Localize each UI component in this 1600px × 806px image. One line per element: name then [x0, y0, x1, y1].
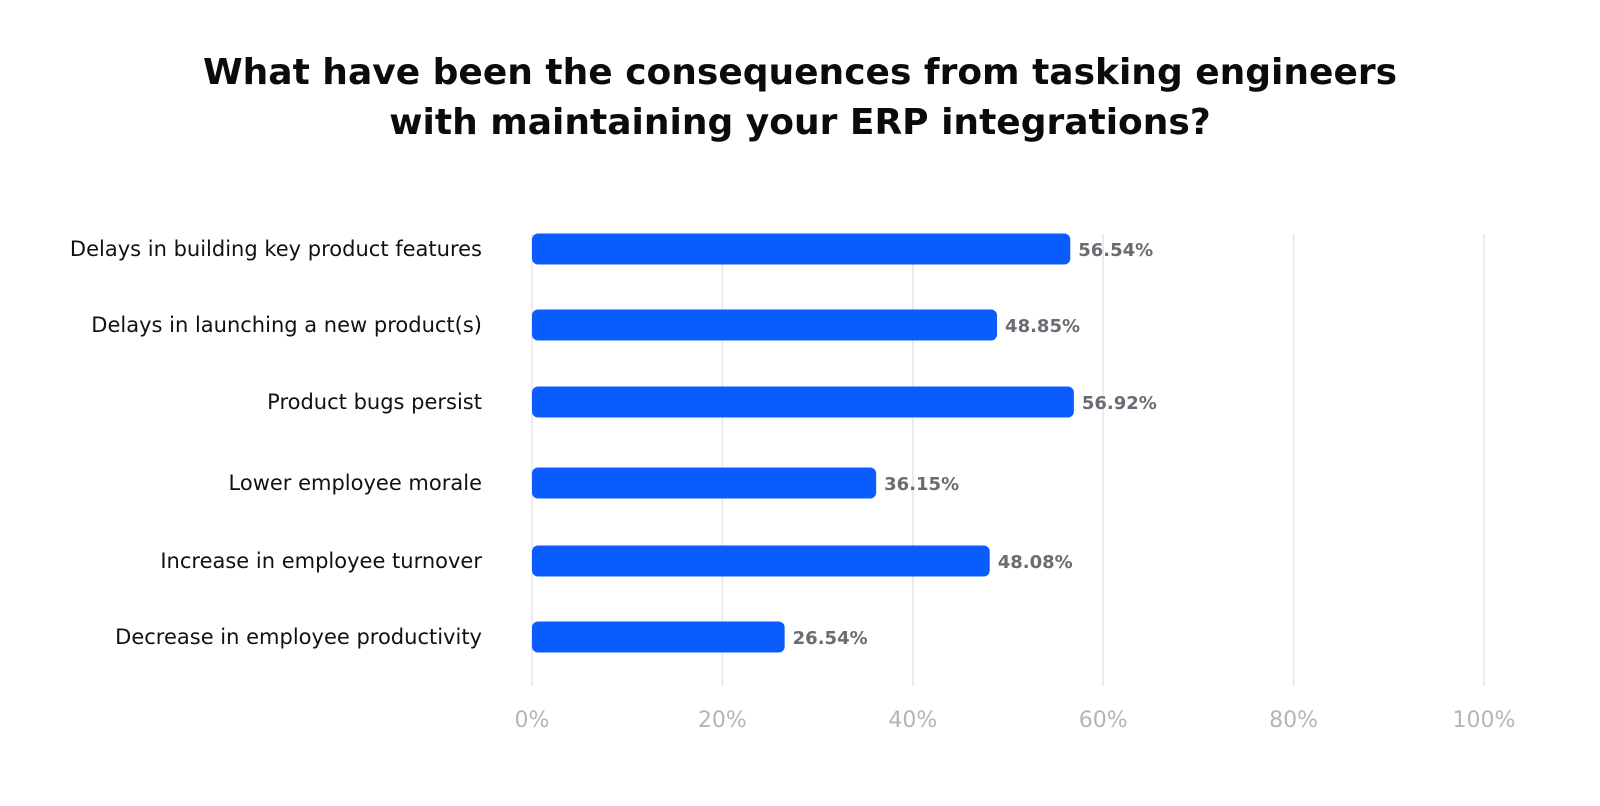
x-tick-label: 60% — [1079, 708, 1128, 733]
x-tick-label: 20% — [698, 708, 747, 733]
bar — [532, 545, 990, 577]
category-label: Increase in employee turnover — [160, 549, 482, 573]
value-label: 48.08% — [998, 552, 1073, 573]
category-label: Delays in launching a new product(s) — [91, 313, 482, 337]
x-tick-label: 0% — [515, 708, 550, 733]
value-label: 56.54% — [1078, 240, 1153, 261]
bar — [532, 386, 1074, 418]
bar — [532, 233, 1071, 265]
category-label: Lower employee morale — [229, 471, 482, 495]
value-label: 36.15% — [884, 474, 959, 495]
x-tick-label: 100% — [1453, 708, 1516, 733]
value-label: 26.54% — [793, 628, 868, 649]
category-label: Delays in building key product features — [70, 237, 482, 261]
bar — [532, 309, 998, 341]
bar — [532, 621, 785, 653]
x-tick-label: 80% — [1269, 708, 1318, 733]
bar — [532, 467, 877, 499]
category-label: Decrease in employee productivity — [115, 625, 482, 649]
chart-title-line-2: with maintaining your ERP integrations? — [389, 102, 1211, 143]
category-label: Product bugs persist — [267, 390, 482, 414]
x-tick-label: 40% — [888, 708, 937, 733]
value-label: 48.85% — [1005, 316, 1080, 337]
chart-title-line-1: What have been the consequences from tas… — [202, 52, 1398, 93]
value-label: 56.92% — [1082, 393, 1157, 414]
